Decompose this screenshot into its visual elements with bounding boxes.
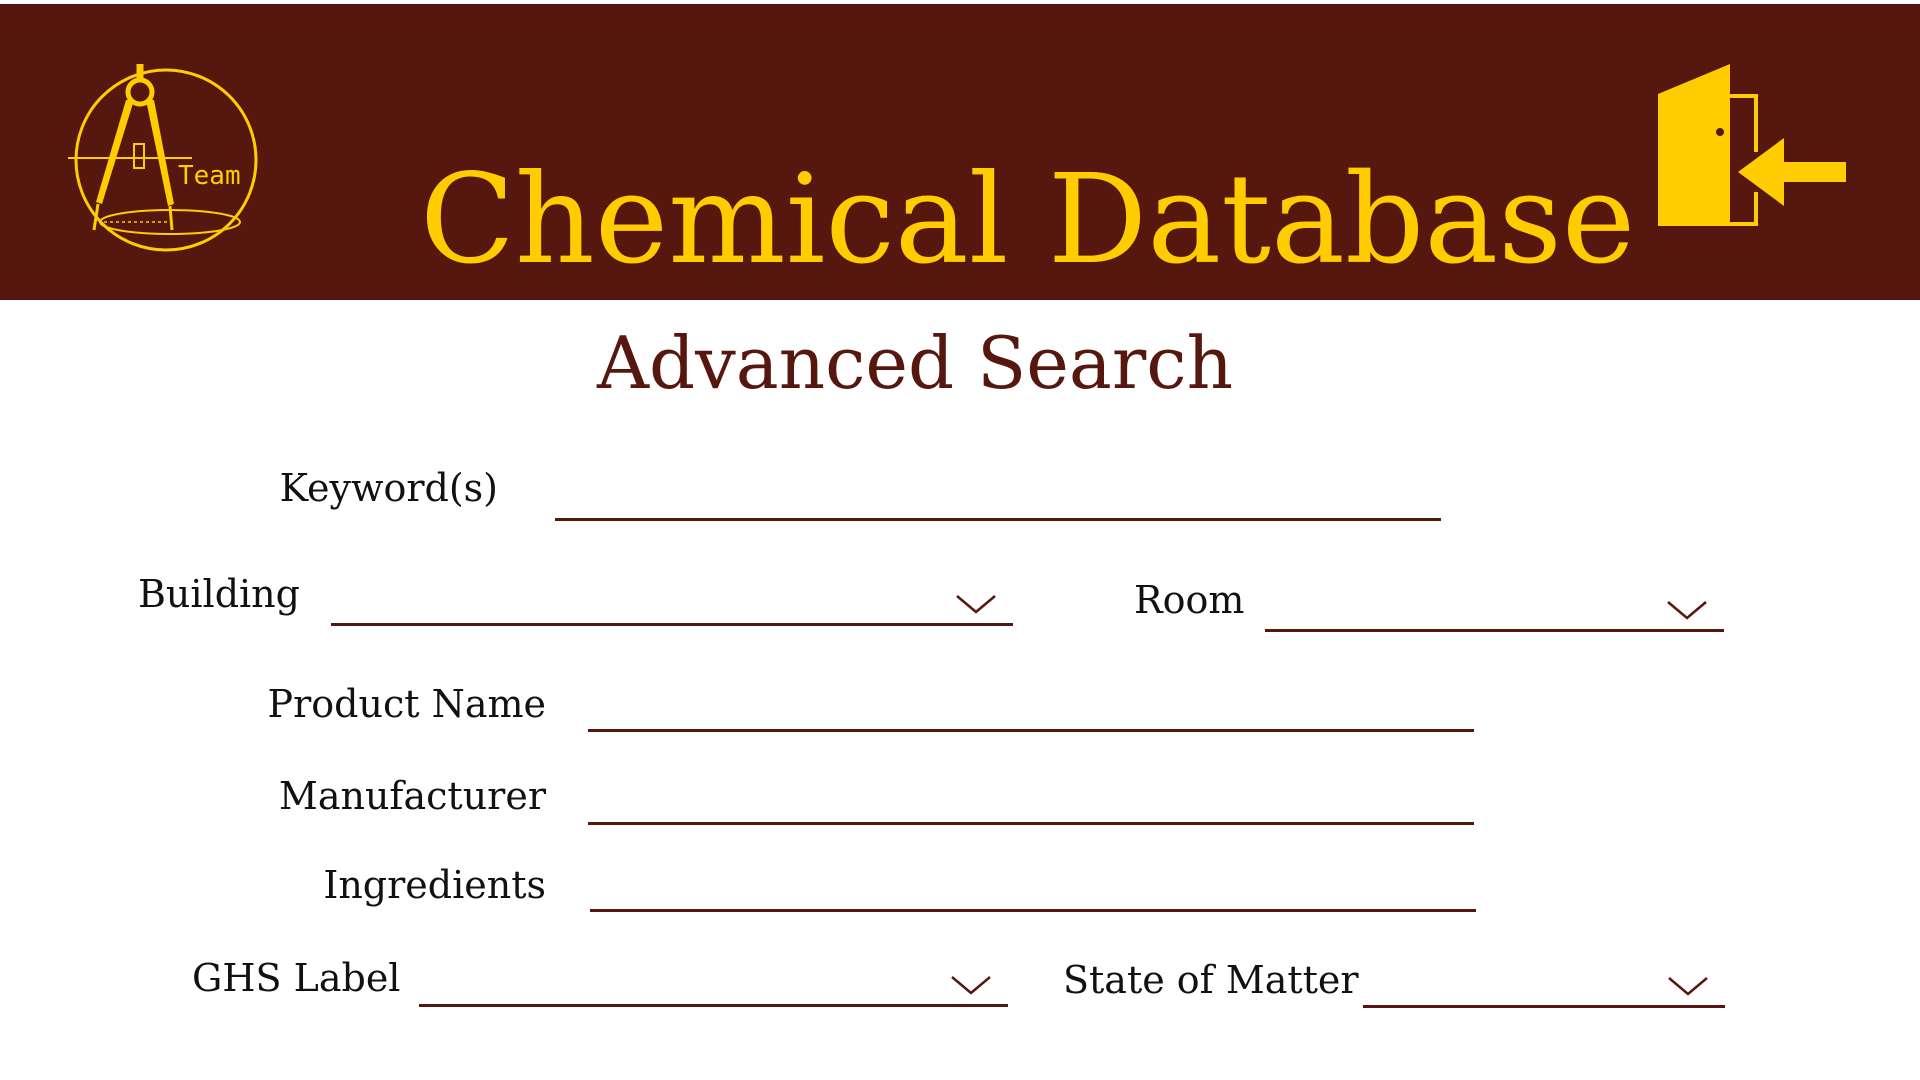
logo-text: Team (178, 161, 241, 191)
ghs-label-select[interactable] (419, 959, 1008, 1007)
manufacturer-label: Manufacturer (278, 774, 546, 818)
state-of-matter-select[interactable] (1363, 960, 1725, 1008)
logout-door-arrow-icon (1658, 64, 1846, 226)
room-label: Room (1134, 578, 1245, 622)
chevron-down-icon (955, 593, 997, 615)
app-title: Chemical Database (420, 148, 1636, 292)
building-label: Building (138, 572, 300, 616)
team-logo: Team (68, 54, 268, 254)
ghs-label-label: GHS Label (192, 956, 401, 1000)
chevron-down-icon (950, 974, 992, 996)
ingredients-input[interactable] (590, 868, 1476, 912)
state-of-matter-label: State of Matter (1063, 958, 1359, 1002)
product-name-input[interactable] (588, 688, 1474, 732)
chevron-down-icon (1666, 599, 1708, 621)
keywords-input[interactable] (555, 477, 1441, 521)
keywords-label: Keyword(s) (279, 466, 498, 510)
room-select[interactable] (1265, 584, 1724, 632)
building-select[interactable] (331, 578, 1013, 626)
app-header: Team Chemical Database (0, 4, 1920, 300)
manufacturer-input[interactable] (588, 781, 1474, 825)
product-name-label: Product Name (267, 682, 546, 726)
page-title: Advanced Search (597, 321, 1233, 405)
chevron-down-icon (1667, 975, 1709, 997)
ingredients-label: Ingredients (323, 863, 546, 907)
logout-button[interactable] (1658, 64, 1846, 236)
